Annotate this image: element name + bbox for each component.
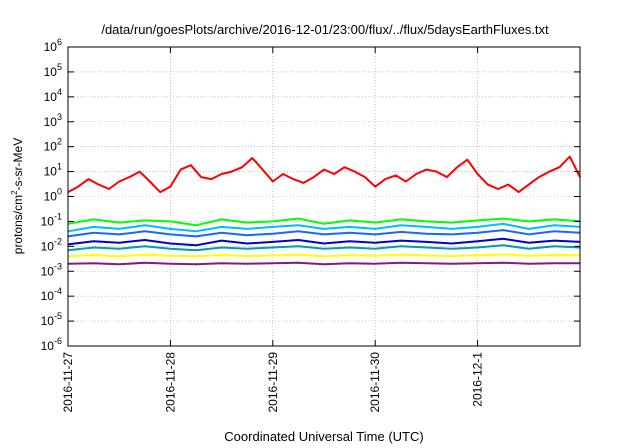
- y-tick-label-4: 10-2: [41, 236, 62, 253]
- y-axis-label-prefix: protons/cm: [11, 195, 25, 254]
- x-tick-label-4: 2016-12-1: [471, 352, 485, 407]
- y-axis-label: protons/cm2-s-sr-MeV: [10, 138, 25, 254]
- series-line-6: [67, 253, 581, 258]
- x-axis: 2016-11-27 2016-11-28 2016-11-29 2016-11-30…: [61, 47, 485, 413]
- series-line-1: [67, 217, 581, 227]
- y-axis-label-suffix: -s-sr-MeV: [11, 138, 25, 191]
- x-tick-label-0: 2016-11-27: [61, 352, 75, 413]
- y-tick-label-5: 10-1: [41, 211, 62, 228]
- chart-title: /data/run/goesPlots/archive/2016-12-01/2…: [101, 22, 549, 37]
- y-axis-label-sup: 2: [10, 190, 19, 195]
- grid: [68, 47, 580, 346]
- series-line-5: [67, 244, 581, 252]
- y-tick-label-10: 104: [44, 87, 62, 104]
- y-tick-label-6: 100: [44, 187, 62, 204]
- x-tick-label-2: 2016-11-29: [266, 352, 280, 413]
- y-tick-label-1: 10-5: [41, 311, 62, 328]
- x-tick-label-1: 2016-11-28: [163, 352, 177, 413]
- y-tick-label-8: 102: [44, 137, 62, 154]
- series-line-7: [67, 261, 580, 266]
- y-tick-label-2: 10-4: [41, 286, 62, 303]
- y-tick-label-0: 10-6: [41, 336, 62, 353]
- series-line-0: [67, 155, 581, 194]
- y-axis: 10-6 10-5 10-4 10-3 10-2 10-1 100 101 102 103 104 1…: [41, 37, 580, 353]
- x-axis-label: Coordinated Universal Time (UTC): [224, 429, 423, 444]
- series-line-2: [67, 222, 581, 233]
- series-line-4: [67, 237, 581, 247]
- y-tick-label-7: 101: [44, 162, 62, 179]
- series-line-3: [67, 229, 581, 238]
- y-tick-label-11: 105: [44, 62, 62, 79]
- y-tick-label-12: 106: [44, 37, 62, 54]
- x-tick-label-3: 2016-11-30: [368, 352, 382, 413]
- series-group: [67, 155, 581, 266]
- y-tick-label-3: 10-3: [41, 261, 62, 278]
- y-tick-label-9: 103: [44, 112, 62, 129]
